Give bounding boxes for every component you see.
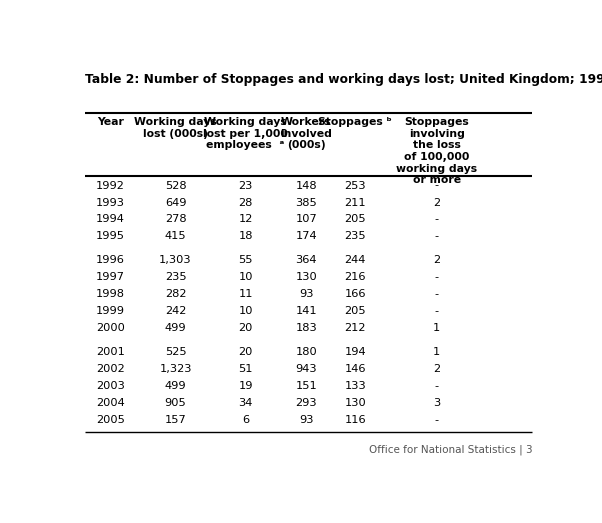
Text: 2005: 2005 <box>96 415 125 425</box>
Text: 174: 174 <box>296 231 317 241</box>
Text: 11: 11 <box>238 289 253 299</box>
Text: 242: 242 <box>165 306 186 316</box>
Text: -: - <box>435 381 439 391</box>
Text: 23: 23 <box>238 180 253 190</box>
Text: 1999: 1999 <box>96 306 125 316</box>
Text: 1996: 1996 <box>96 256 125 266</box>
Text: 10: 10 <box>238 272 253 282</box>
Text: 211: 211 <box>344 198 366 208</box>
Text: 499: 499 <box>165 381 187 391</box>
Text: Year: Year <box>97 117 123 127</box>
Text: 282: 282 <box>165 289 186 299</box>
Text: 2000: 2000 <box>96 323 125 333</box>
Text: -: - <box>435 306 439 316</box>
Text: 180: 180 <box>296 347 317 357</box>
Text: 148: 148 <box>296 180 317 190</box>
Text: 10: 10 <box>238 306 253 316</box>
Text: 20: 20 <box>238 323 253 333</box>
Text: 93: 93 <box>299 415 314 425</box>
Text: 1993: 1993 <box>96 198 125 208</box>
Text: 278: 278 <box>165 214 187 224</box>
Text: 151: 151 <box>296 381 317 391</box>
Text: 2003: 2003 <box>96 381 125 391</box>
Text: Working days
lost (000s): Working days lost (000s) <box>134 117 217 139</box>
Text: 6: 6 <box>242 415 249 425</box>
Text: 93: 93 <box>299 289 314 299</box>
Text: -: - <box>435 415 439 425</box>
Text: 1: 1 <box>433 347 441 357</box>
Text: -: - <box>435 180 439 190</box>
Text: 212: 212 <box>344 323 366 333</box>
Text: 107: 107 <box>296 214 317 224</box>
Text: 1,303: 1,303 <box>160 256 192 266</box>
Text: 133: 133 <box>344 381 366 391</box>
Text: 20: 20 <box>238 347 253 357</box>
Text: 253: 253 <box>344 180 366 190</box>
Text: 216: 216 <box>344 272 366 282</box>
Text: 183: 183 <box>296 323 317 333</box>
Text: 146: 146 <box>344 364 366 374</box>
Text: 19: 19 <box>238 381 253 391</box>
Text: 2002: 2002 <box>96 364 125 374</box>
Text: 205: 205 <box>344 306 366 316</box>
Text: Table 2: Number of Stoppages and working days lost; United Kingdom; 1992-2011: Table 2: Number of Stoppages and working… <box>84 73 602 86</box>
Text: 141: 141 <box>296 306 317 316</box>
Text: 2: 2 <box>433 198 441 208</box>
Text: 244: 244 <box>344 256 366 266</box>
Text: 2004: 2004 <box>96 398 125 408</box>
Text: 943: 943 <box>296 364 317 374</box>
Text: 415: 415 <box>165 231 187 241</box>
Text: 2001: 2001 <box>96 347 125 357</box>
Text: -: - <box>435 272 439 282</box>
Text: 51: 51 <box>238 364 253 374</box>
Text: 1: 1 <box>433 323 441 333</box>
Text: 385: 385 <box>296 198 317 208</box>
Text: 528: 528 <box>165 180 187 190</box>
Text: 34: 34 <box>238 398 253 408</box>
Text: 130: 130 <box>344 398 366 408</box>
Text: 194: 194 <box>344 347 366 357</box>
Text: 235: 235 <box>344 231 366 241</box>
Text: Workers
involved
(000s): Workers involved (000s) <box>281 117 332 150</box>
Text: 1995: 1995 <box>96 231 125 241</box>
Text: 499: 499 <box>165 323 187 333</box>
Text: 525: 525 <box>165 347 187 357</box>
Text: 3: 3 <box>433 398 441 408</box>
Text: 905: 905 <box>165 398 187 408</box>
Text: 235: 235 <box>165 272 187 282</box>
Text: Working days
lost per 1,000
employees  ᵃ: Working days lost per 1,000 employees ᵃ <box>203 117 288 150</box>
Text: 2: 2 <box>433 364 441 374</box>
Text: 12: 12 <box>238 214 253 224</box>
Text: -: - <box>435 231 439 241</box>
Text: Office for National Statistics | 3: Office for National Statistics | 3 <box>369 445 533 456</box>
Text: -: - <box>435 289 439 299</box>
Text: 157: 157 <box>165 415 187 425</box>
Text: 28: 28 <box>238 198 253 208</box>
Text: Stoppages ᵇ: Stoppages ᵇ <box>318 117 392 127</box>
Text: 364: 364 <box>296 256 317 266</box>
Text: 293: 293 <box>296 398 317 408</box>
Text: 1998: 1998 <box>96 289 125 299</box>
Text: 130: 130 <box>296 272 317 282</box>
Text: 1992: 1992 <box>96 180 125 190</box>
Text: 1994: 1994 <box>96 214 125 224</box>
Text: 166: 166 <box>344 289 366 299</box>
Text: 205: 205 <box>344 214 366 224</box>
Text: Stoppages
involving
the loss
of 100,000
working days
or more: Stoppages involving the loss of 100,000 … <box>396 117 477 185</box>
Text: 116: 116 <box>344 415 366 425</box>
Text: 18: 18 <box>238 231 253 241</box>
Text: 649: 649 <box>165 198 186 208</box>
Text: 1,323: 1,323 <box>160 364 192 374</box>
Text: 2: 2 <box>433 256 441 266</box>
Text: 1997: 1997 <box>96 272 125 282</box>
Text: -: - <box>435 214 439 224</box>
Text: 55: 55 <box>238 256 253 266</box>
